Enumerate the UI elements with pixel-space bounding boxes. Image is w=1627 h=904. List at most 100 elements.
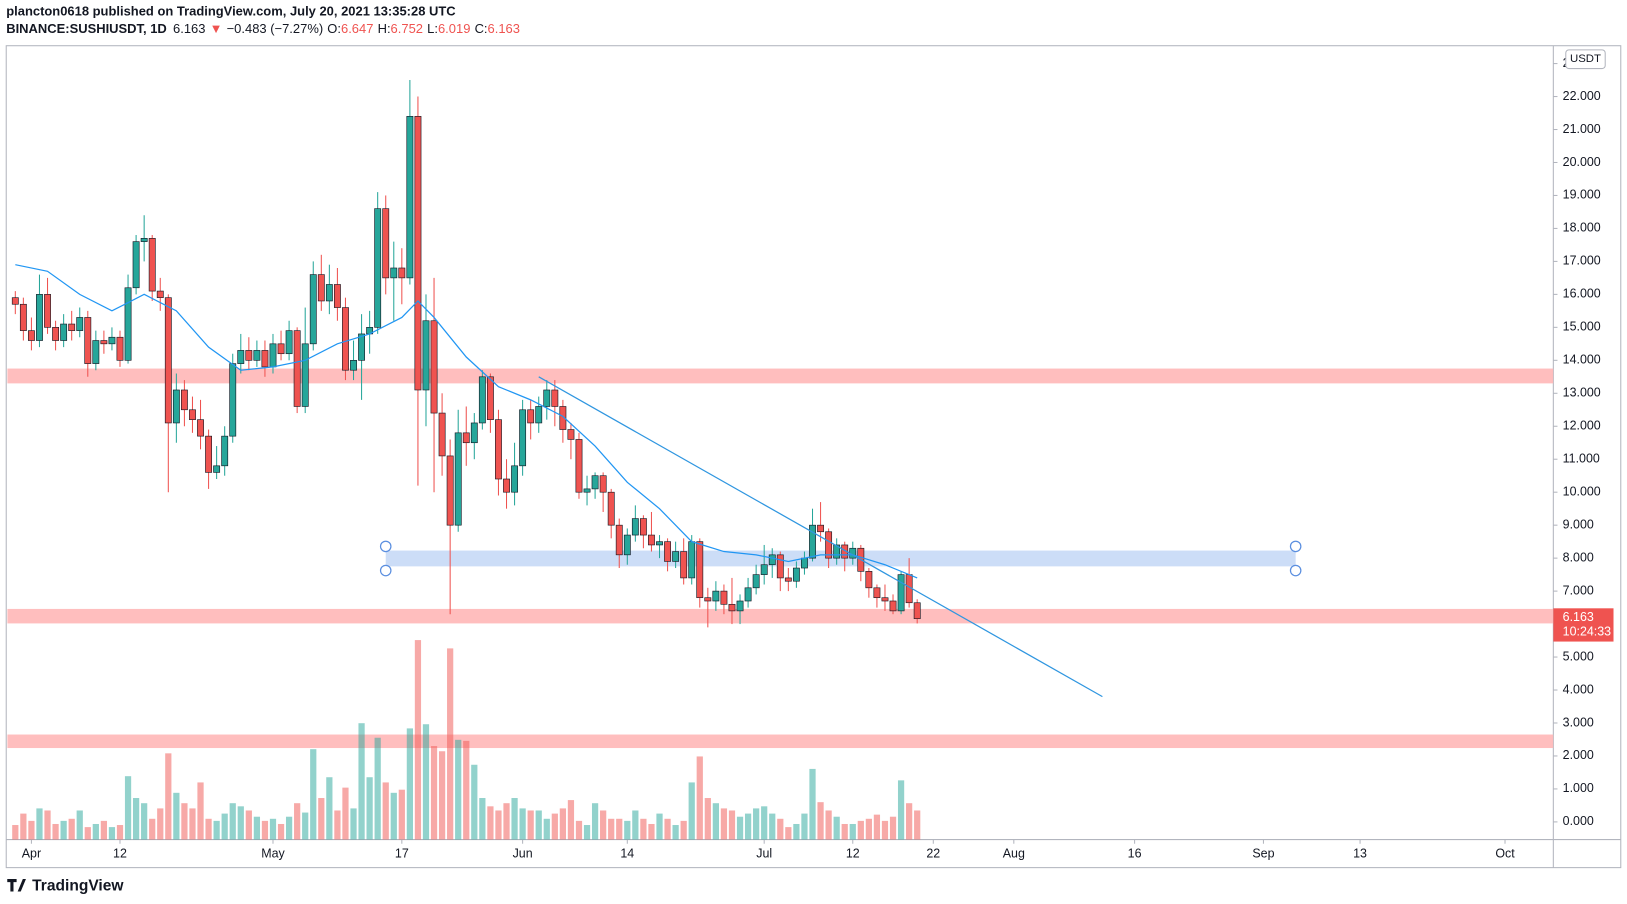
candle-body xyxy=(132,241,140,289)
volume-bar xyxy=(430,746,438,840)
box-handle xyxy=(1289,564,1302,577)
volume-bar xyxy=(52,823,59,840)
volume-bar xyxy=(801,813,808,840)
volume-bar xyxy=(833,816,840,840)
last-price-badge xyxy=(1553,608,1614,642)
candle-body xyxy=(213,465,221,473)
volume-bar xyxy=(422,724,430,840)
x-tick-label: 13 xyxy=(1353,846,1367,860)
currency-label: USDT xyxy=(1570,53,1601,65)
volume-bar xyxy=(157,808,164,840)
x-tick-label: 12 xyxy=(846,846,860,860)
y-tick-label: 7.000 xyxy=(1563,583,1594,597)
candle-body xyxy=(44,294,51,328)
volume-bar xyxy=(350,808,357,840)
volume-bar xyxy=(237,806,244,840)
candle-body xyxy=(809,524,816,559)
ohlc-label: C: xyxy=(475,22,488,37)
volume-bar xyxy=(857,820,864,840)
chart-frame xyxy=(5,45,1622,869)
volume-bar xyxy=(648,823,655,840)
candle-body xyxy=(470,422,478,444)
y-tick-label: 0.000 xyxy=(1563,814,1594,828)
volume-bar xyxy=(358,723,365,840)
volume-bar xyxy=(640,818,647,840)
volume-bar xyxy=(873,814,881,840)
volume-bar xyxy=(447,648,454,840)
candle-body xyxy=(422,320,430,391)
candle-body xyxy=(736,600,744,612)
volume-bar xyxy=(390,792,397,840)
candle-body xyxy=(342,307,349,371)
volume-bar xyxy=(761,806,768,840)
volume-bar xyxy=(744,813,752,840)
volume-bar xyxy=(213,820,220,840)
logo-icon xyxy=(7,879,26,892)
volume-bar xyxy=(44,810,51,840)
volume-bar xyxy=(406,728,413,840)
y-tick-label: 4.000 xyxy=(1563,682,1594,696)
candle-body xyxy=(68,323,76,331)
y-tick-label: 9.000 xyxy=(1563,517,1594,531)
change: −0.483 (−7.27%) xyxy=(227,22,324,37)
candle-body xyxy=(776,554,784,579)
volume-bar xyxy=(285,816,293,840)
candle-body xyxy=(704,597,712,602)
candle-body xyxy=(607,491,615,526)
open-value: 6.647 xyxy=(341,22,373,37)
candle-body xyxy=(446,455,454,526)
candle-body xyxy=(253,350,261,361)
y-tick-label: 2.000 xyxy=(1563,748,1594,762)
volume-bar xyxy=(463,740,470,840)
candle-body xyxy=(873,587,881,599)
candle-body xyxy=(285,330,293,355)
candle-body xyxy=(599,475,607,493)
volume-bar xyxy=(269,818,277,840)
candle-body xyxy=(237,350,245,364)
candle-body xyxy=(382,208,390,279)
volume-bar xyxy=(519,808,526,840)
volume-bar xyxy=(132,798,140,840)
trendline xyxy=(538,376,1103,698)
y-tick-label: 1.000 xyxy=(1563,781,1594,795)
symbol: BINANCE:SUSHIUSDT, 1D xyxy=(6,22,167,37)
candle-body xyxy=(148,238,156,292)
volume-bar xyxy=(229,803,236,840)
volume-bar xyxy=(527,810,534,840)
volume-bar xyxy=(60,820,67,840)
candle-body xyxy=(317,274,325,302)
volume-bar xyxy=(326,777,333,840)
candle-body xyxy=(11,297,19,305)
volume-bar xyxy=(736,816,744,840)
candle-body xyxy=(325,284,333,302)
y-tick-label: 21.000 xyxy=(1563,122,1601,136)
volume-bar xyxy=(632,810,639,840)
volume-bar xyxy=(914,810,921,840)
y-tick-label: 16.000 xyxy=(1563,287,1601,301)
volume-bar xyxy=(414,640,422,840)
volume-bar xyxy=(704,798,711,840)
x-tick-label: Aug xyxy=(1003,846,1025,860)
volume-bar xyxy=(608,818,615,840)
volume-bar xyxy=(221,813,228,840)
volume-bar xyxy=(342,787,349,840)
volume-bar xyxy=(487,806,494,840)
x-tick-label: May xyxy=(261,846,285,860)
low-value: 6.019 xyxy=(438,22,470,37)
candle-body xyxy=(309,274,317,345)
candle-body xyxy=(728,603,736,612)
candle-body xyxy=(261,350,269,368)
volume-bar xyxy=(889,816,897,840)
volume-bar xyxy=(92,823,99,840)
volume-bar xyxy=(583,825,591,840)
y-tick-label: 15.000 xyxy=(1563,320,1601,334)
candle-body xyxy=(503,478,510,493)
volume-bar xyxy=(535,810,542,840)
zone xyxy=(7,608,1554,624)
volume-bar xyxy=(471,764,478,840)
change-arrow: ▼ xyxy=(210,22,223,37)
volume-bar xyxy=(720,808,728,840)
candle-body xyxy=(462,432,470,444)
candle-body xyxy=(27,330,35,341)
